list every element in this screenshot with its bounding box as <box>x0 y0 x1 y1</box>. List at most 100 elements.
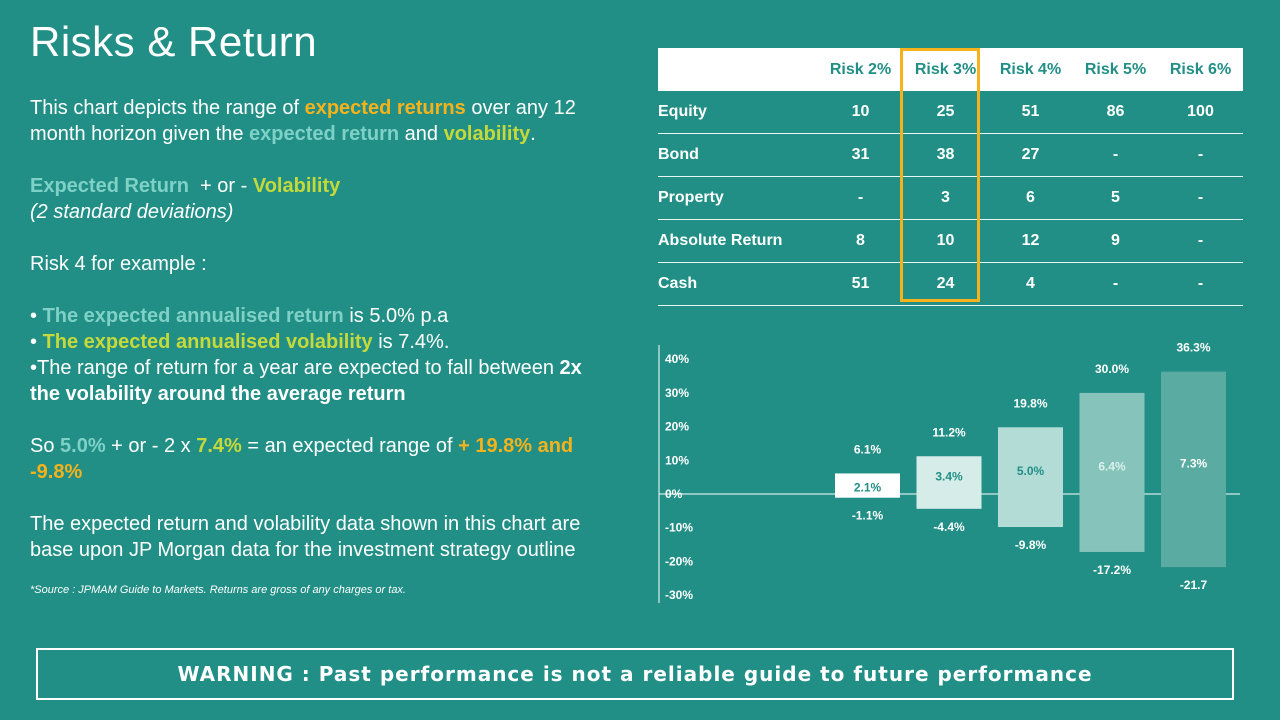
y-tick-label: -10% <box>665 521 693 535</box>
bullet-expected-return: • The expected annualised return is 5.0%… <box>30 303 610 329</box>
page-title: Risks & Return <box>30 18 318 65</box>
allocation-table-container: Risk 2% Risk 3% Risk 4% Risk 5% Risk 6% … <box>658 48 1243 306</box>
table-cell: - <box>1158 176 1243 220</box>
warning-banner: WARNING : Past performance is not a reli… <box>36 648 1234 700</box>
bullet-marker: • <box>30 305 43 327</box>
column-header-risk-2: Risk 2% <box>829 60 892 78</box>
table-cell: - <box>1073 133 1158 177</box>
allocation-table: Risk 2% Risk 3% Risk 4% Risk 5% Risk 6% … <box>658 48 1243 306</box>
y-tick-label: 0% <box>665 487 683 501</box>
table-corner-cell <box>658 48 818 91</box>
bullet-text: is 7.4%. <box>372 331 450 353</box>
column-header-risk-3: Risk 3% <box>914 60 977 78</box>
column-header-risk-5: Risk 5% <box>1084 60 1147 78</box>
calc-return: 5.0% <box>60 435 106 457</box>
table-cell: - <box>1158 133 1243 177</box>
bullet-range: •The range of return for a year are expe… <box>30 355 610 407</box>
range-calculation: So 5.0% + or - 2 x 7.4% = an expected ra… <box>30 433 610 485</box>
table-row: Property - 3 6 5 - <box>658 176 1243 220</box>
table-row: Equity 10 25 51 86 100 <box>658 91 1243 134</box>
bar-high-label: 36.3% <box>1176 341 1210 355</box>
table-cell: 5 <box>1073 176 1158 220</box>
y-tick-label: 20% <box>665 420 689 434</box>
intro-text: This chart depicts the range of expected… <box>30 95 610 563</box>
y-tick-label: 30% <box>665 386 689 400</box>
table-header-row: Risk 2% Risk 3% Risk 4% Risk 5% Risk 6% <box>658 48 1243 91</box>
bar-high-label: 11.2% <box>932 425 966 439</box>
calc-text: So <box>30 435 61 457</box>
table-cell: 10 <box>818 91 903 134</box>
table-cell: 6 <box>988 176 1073 220</box>
bar-low-label: -9.8% <box>1015 538 1047 552</box>
intro-text-segment: . <box>530 123 536 145</box>
table-row: Cash 51 24 4 - - <box>658 262 1243 306</box>
table-cell: 86 <box>1073 91 1158 134</box>
table-cell: - <box>1073 262 1158 306</box>
bar-mid-label: 5.0% <box>1017 464 1045 478</box>
bullet-bold-text: 2x the volability around the average ret… <box>30 357 582 405</box>
row-label: Bond <box>658 133 818 177</box>
formula-line: Expected Return + or - Volability <box>30 173 610 199</box>
table-cell: 27 <box>988 133 1073 177</box>
table-row: Bond 31 38 27 - - <box>658 133 1243 177</box>
bar-high-label: 19.8% <box>1013 396 1047 410</box>
y-tick-label: -20% <box>665 554 693 568</box>
table-cell: - <box>1158 219 1243 263</box>
table-cell: 25 <box>903 91 988 134</box>
volability-highlight: volability <box>443 123 531 145</box>
range-bar <box>1161 371 1226 568</box>
row-label: Cash <box>658 262 818 306</box>
intro-text-segment: and <box>399 123 444 145</box>
return-range-chart: 40% 30% 20% 10% 0% -10% -20% -30% 6.1% -1.1% 2.1% 1… <box>658 341 1240 603</box>
example-heading: Risk 4 for example : <box>30 253 207 275</box>
bar-low-label: -21.7 <box>1180 578 1208 592</box>
range-bar <box>998 427 1063 528</box>
table-cell: 24 <box>903 262 988 306</box>
table-cell: 8 <box>818 219 903 263</box>
bar-mid-label: 7.3% <box>1180 456 1208 470</box>
range-bar <box>916 456 982 509</box>
column-header-risk-6: Risk 6% <box>1169 60 1232 78</box>
y-tick-label: 40% <box>665 352 689 366</box>
table-cell: 4 <box>988 262 1073 306</box>
table-cell: - <box>818 176 903 220</box>
row-label: Property <box>658 176 818 220</box>
bar-low-label: -17.2% <box>1093 563 1131 577</box>
y-tick-label: 10% <box>665 453 689 467</box>
row-label: Absolute Return <box>658 219 818 263</box>
table-cell: 10 <box>903 219 988 263</box>
bar-low-label: -4.4% <box>933 520 965 534</box>
formula-note: (2 standard deviations) <box>30 201 234 223</box>
bar-mid-label: 6.4% <box>1098 459 1126 473</box>
table-cell: 9 <box>1073 219 1158 263</box>
formula-expected-return: Expected Return <box>30 175 189 197</box>
bar-low-label: -1.1% <box>852 509 884 523</box>
table-cell: 38 <box>903 133 988 177</box>
y-tick-label: -30% <box>665 588 693 602</box>
calc-text: + or - 2 x <box>105 435 197 457</box>
table-cell: 31 <box>818 133 903 177</box>
formula-operator: + or - <box>188 175 253 197</box>
table-cell: 51 <box>818 262 903 306</box>
range-bar <box>1079 392 1145 552</box>
calc-volability: 7.4% <box>196 435 242 457</box>
bullet-expected-volability: • The expected annualised volability is … <box>30 329 610 355</box>
bar-mid-label: 3.4% <box>935 470 963 484</box>
bullet-text: is 5.0% p.a <box>343 305 449 327</box>
row-label: Equity <box>658 91 818 134</box>
bullet-text: •The range of return for a year are expe… <box>30 357 560 379</box>
bar-mid-label: 2.1% <box>854 481 882 495</box>
expected-returns-highlight: expected returns <box>304 97 466 119</box>
bullet-highlight: The expected annualised return <box>42 305 344 327</box>
expected-return-highlight: expected return <box>249 123 400 145</box>
calc-text: = an expected range of <box>241 435 459 457</box>
intro-text-segment: This chart depicts the range of <box>30 97 305 119</box>
table-cell: 12 <box>988 219 1073 263</box>
range-bar <box>835 473 900 498</box>
bar-high-label: 30.0% <box>1095 362 1129 376</box>
bullet-marker: • <box>30 331 43 353</box>
source-note: *Source : JPMAM Guide to Markets. Return… <box>30 584 406 596</box>
bar-high-label: 6.1% <box>854 442 882 456</box>
closing-paragraph: The expected return and volability data … <box>30 513 581 561</box>
table-cell: 100 <box>1158 91 1243 134</box>
